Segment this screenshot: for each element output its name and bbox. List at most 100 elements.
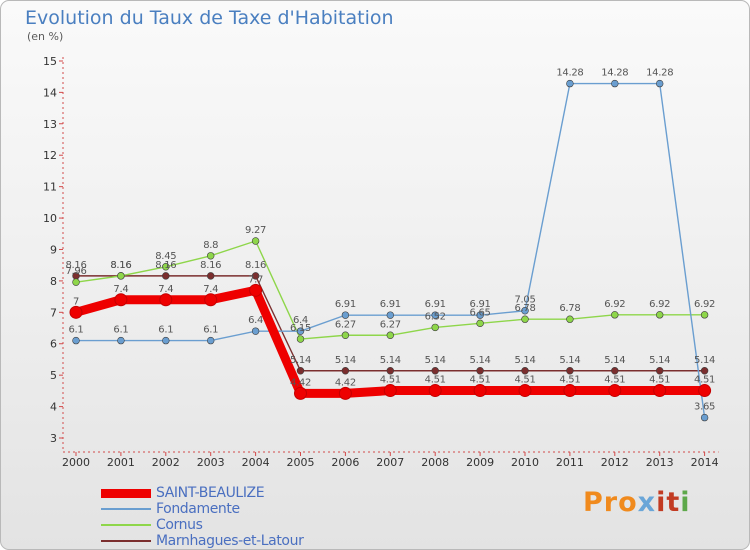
data-point: [114, 293, 128, 307]
logo-part-3: it: [656, 487, 681, 518]
x-tick-label: 2007: [376, 456, 404, 469]
data-label: 6.27: [380, 319, 401, 330]
data-label: 4.51: [604, 375, 625, 386]
data-label: 5.14: [470, 355, 491, 366]
data-point: [249, 283, 263, 297]
data-point: [431, 367, 439, 375]
series-fondamente: [72, 79, 709, 422]
data-point: [251, 327, 260, 335]
data-label: 6.91: [470, 299, 491, 310]
x-tick-label: 2003: [197, 456, 225, 469]
data-label: 4.51: [559, 375, 580, 386]
data-point: [476, 367, 484, 375]
data-label: 14.28: [646, 68, 673, 79]
data-label: 6.92: [649, 299, 670, 310]
data-label: 8.16: [110, 260, 131, 271]
data-label: 8.16: [65, 260, 86, 271]
legend-swatch: [101, 540, 151, 542]
data-point: [521, 367, 529, 375]
data-point: [341, 331, 350, 339]
series-cornus: [72, 237, 709, 343]
data-point: [251, 272, 260, 280]
data-label: 6.78: [559, 303, 580, 314]
data-point: [296, 367, 305, 375]
data-point: [207, 336, 215, 345]
data-point: [386, 331, 394, 339]
data-label: 3.65: [694, 402, 715, 413]
y-tick-label: 7: [50, 306, 57, 319]
data-label: 7.4: [113, 284, 128, 295]
data-point: [338, 386, 352, 400]
data-label: 7: [73, 296, 79, 307]
data-label: 5.14: [604, 355, 625, 366]
data-point: [566, 79, 574, 88]
x-tick-label: 2008: [421, 456, 449, 469]
legend-label: Marnhagues-et-Latour: [156, 533, 304, 549]
data-point: [386, 367, 394, 375]
data-point: [159, 293, 173, 307]
data-point: [162, 272, 170, 280]
data-label: 5.14: [335, 355, 356, 366]
data-point: [611, 79, 619, 88]
y-tick-label: 5: [50, 369, 57, 382]
x-tick-label: 2012: [601, 456, 629, 469]
x-tick-label: 2005: [287, 456, 315, 469]
data-label: 8.45: [155, 251, 176, 262]
data-point: [296, 335, 305, 343]
data-label: 5.14: [290, 355, 311, 366]
data-label: 6.91: [335, 299, 356, 310]
legend-label: Cornus: [156, 517, 203, 533]
data-point: [476, 319, 484, 328]
data-point: [72, 278, 80, 286]
data-point: [162, 336, 170, 345]
data-point: [207, 272, 215, 280]
series-saint-beaulize: [69, 283, 712, 400]
data-point: [611, 311, 619, 319]
legend-label: SAINT-BEAULIZE: [156, 485, 265, 501]
data-point: [655, 311, 664, 319]
data-label: 5.14: [425, 355, 446, 366]
data-label: 6.1: [113, 325, 128, 336]
y-tick-label: 15: [43, 55, 57, 68]
series-labels: 7 7.4 7.4 7.4 7.7 4.42 4.42 4.51 4.51 4.51 4.51 4.5…: [73, 274, 715, 388]
data-label: 4.42: [290, 377, 311, 388]
data-point: [294, 386, 307, 400]
data-label: 8.16: [245, 260, 266, 271]
data-point: [608, 384, 622, 398]
data-label: 7.4: [203, 284, 218, 295]
data-point: [117, 336, 125, 345]
data-label: 7.96: [65, 266, 86, 277]
proxiti-logo: Proxiti: [583, 487, 691, 518]
data-label: 6.91: [380, 299, 401, 310]
data-point: [207, 252, 215, 260]
data-label: 8.16: [155, 260, 176, 271]
x-tick-label: 2013: [646, 456, 674, 469]
x-tick-label: 2010: [511, 456, 539, 469]
data-label: 4.51: [470, 375, 491, 386]
x-tick-label: 2009: [466, 456, 494, 469]
data-point: [521, 315, 529, 323]
data-point: [428, 384, 442, 398]
y-tick-label: 13: [43, 118, 57, 131]
data-label: 7.05: [514, 295, 535, 306]
data-label: 4.51: [380, 375, 401, 386]
data-label: 6.1: [68, 325, 83, 336]
data-point: [251, 237, 260, 245]
data-point: [700, 311, 709, 319]
data-point: [655, 367, 664, 375]
data-label: 5.14: [559, 355, 580, 366]
legend-swatch: [101, 524, 151, 526]
data-label: 4.51: [425, 375, 446, 386]
data-label: 7.7: [248, 274, 263, 285]
data-point: [383, 384, 397, 398]
data-point: [566, 315, 574, 323]
logo-part-1: Pro: [583, 487, 638, 518]
data-point: [476, 311, 484, 319]
data-label: 8.8: [203, 240, 218, 251]
y-tick-label: 4: [50, 401, 57, 414]
legend-swatch: [101, 508, 151, 510]
data-label: 6.4: [293, 315, 308, 326]
data-point: [204, 293, 218, 307]
data-label: 7.4: [158, 284, 173, 295]
